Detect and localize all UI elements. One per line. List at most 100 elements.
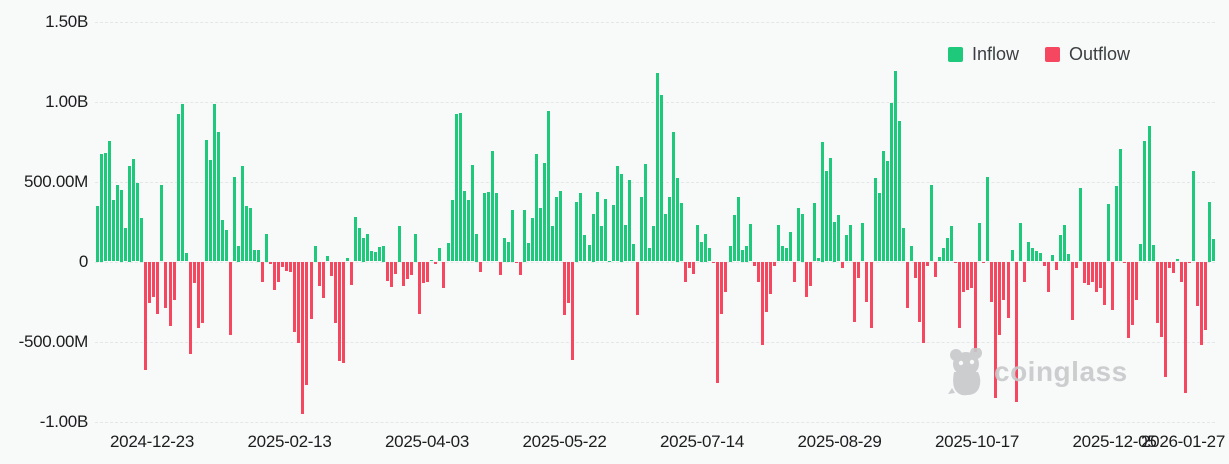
bar-inflow[interactable] [232,177,236,262]
bar-inflow[interactable] [446,243,450,262]
bar-inflow[interactable] [946,238,950,262]
bar-outflow[interactable] [994,261,998,399]
bar-inflow[interactable] [748,223,752,262]
bar-outflow[interactable] [519,261,523,276]
bar-inflow[interactable] [776,224,780,262]
bar-outflow[interactable] [684,261,688,282]
bar-inflow[interactable] [398,225,402,262]
bar-outflow[interactable] [144,261,148,370]
bar-inflow[interactable] [938,256,941,262]
bar-outflow[interactable] [321,261,325,299]
bar-inflow[interactable] [1119,149,1123,262]
bar-outflow[interactable] [406,261,410,280]
bar-outflow[interactable] [1014,261,1018,402]
bar-outflow[interactable] [1187,261,1191,264]
bar-inflow[interactable] [539,207,543,262]
bar-inflow[interactable] [647,247,651,262]
bar-inflow[interactable] [249,208,253,262]
bar-outflow[interactable] [301,261,305,414]
bar-inflow[interactable] [466,199,470,262]
bar-inflow[interactable] [784,247,788,262]
bar-outflow[interactable] [148,261,152,304]
bar-inflow[interactable] [829,158,833,262]
bar-inflow[interactable] [736,196,740,262]
bar-outflow[interactable] [792,261,796,282]
bar-inflow[interactable] [599,226,603,262]
bar-inflow[interactable] [257,249,261,262]
bar-outflow[interactable] [1167,261,1171,269]
bar-inflow[interactable] [1050,254,1054,262]
bar-inflow[interactable] [1143,140,1147,262]
bar-outflow[interactable] [857,261,861,279]
bar-outflow[interactable] [853,261,857,322]
bar-inflow[interactable] [1191,170,1195,262]
bar-inflow[interactable] [744,245,748,262]
bar-outflow[interactable] [172,261,176,300]
bar-outflow[interactable] [958,261,962,329]
bar-inflow[interactable] [1030,248,1034,262]
bar-outflow[interactable] [228,261,232,336]
bar-outflow[interactable] [712,261,716,264]
bar-inflow[interactable] [245,206,249,262]
bar-inflow[interactable] [797,207,800,262]
bar-outflow[interactable] [752,261,756,267]
bar-inflow[interactable] [216,131,220,262]
bar-outflow[interactable] [805,261,809,297]
bar-inflow[interactable] [140,217,144,262]
bar-inflow[interactable] [547,111,551,262]
bar-inflow[interactable] [241,166,245,262]
bar-outflow[interactable] [1183,261,1187,394]
bar-inflow[interactable] [104,152,108,262]
bar-outflow[interactable] [913,261,917,279]
bar-outflow[interactable] [341,261,345,364]
bar-outflow[interactable] [386,261,390,281]
bar-outflow[interactable] [1111,261,1115,310]
bar-outflow[interactable] [1006,261,1010,319]
bar-inflow[interactable] [551,226,555,262]
bar-inflow[interactable] [224,229,228,262]
bar-inflow[interactable] [1139,244,1143,262]
bar-outflow[interactable] [966,261,970,290]
bar-inflow[interactable] [361,237,365,262]
bar-inflow[interactable] [1062,224,1066,262]
bar-outflow[interactable] [164,261,168,308]
bar-outflow[interactable] [917,261,921,322]
bar-inflow[interactable] [176,113,180,262]
bar-inflow[interactable] [861,223,865,262]
bar-outflow[interactable] [1127,261,1131,339]
bar-inflow[interactable] [607,260,611,262]
bar-outflow[interactable] [478,261,482,272]
bar-outflow[interactable] [1171,261,1175,274]
bar-inflow[interactable] [1115,185,1119,262]
bar-inflow[interactable] [788,231,792,262]
bar-outflow[interactable] [905,261,909,309]
bar-outflow[interactable] [297,261,301,344]
bar-outflow[interactable] [349,261,353,285]
bar-inflow[interactable] [627,179,631,262]
bar-inflow[interactable] [631,243,635,262]
bar-outflow[interactable] [954,261,958,264]
bar-inflow[interactable] [837,215,841,262]
legend-item-inflow[interactable]: Inflow [948,44,1019,65]
bar-outflow[interactable] [390,261,394,288]
bar-inflow[interactable] [450,199,454,262]
bar-outflow[interactable] [635,261,639,316]
bar-outflow[interactable] [756,261,760,282]
bar-inflow[interactable] [708,247,712,262]
bar-inflow[interactable] [849,224,853,262]
bar-outflow[interactable] [1087,261,1091,285]
bar-outflow[interactable] [156,261,160,315]
bar-inflow[interactable] [96,205,99,262]
bar-inflow[interactable] [474,233,478,262]
bar-inflow[interactable] [656,72,659,262]
bar-outflow[interactable] [394,261,398,275]
bar-outflow[interactable] [1091,261,1095,282]
bar-outflow[interactable] [293,261,297,332]
bar-inflow[interactable] [1107,204,1111,262]
bar-outflow[interactable] [422,261,426,284]
bar-outflow[interactable] [571,261,575,360]
bar-outflow[interactable] [720,261,724,314]
bar-outflow[interactable] [724,261,728,292]
bar-inflow[interactable] [543,163,547,262]
bar-inflow[interactable] [527,243,531,262]
